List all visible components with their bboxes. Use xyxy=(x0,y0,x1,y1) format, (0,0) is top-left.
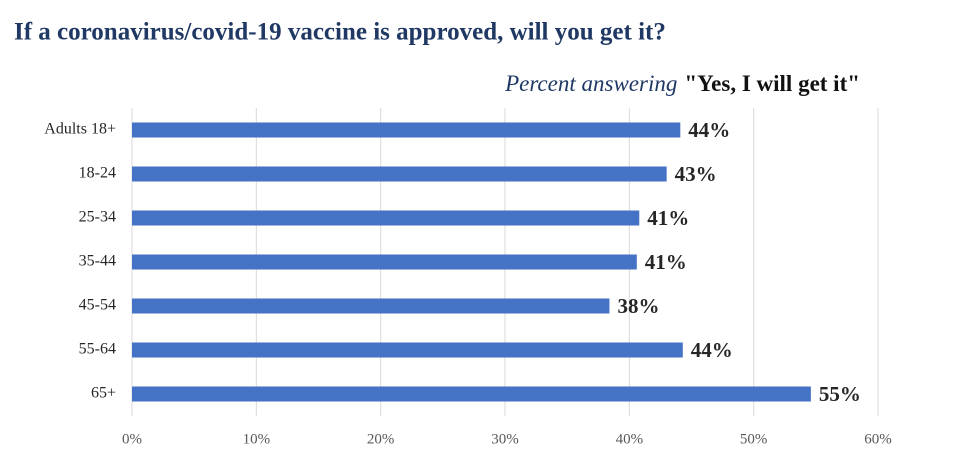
value-label: 43% xyxy=(675,162,717,186)
value-label: 41% xyxy=(647,206,689,230)
bar xyxy=(132,166,667,182)
bar xyxy=(132,254,637,270)
subtitle-part: Percent answering xyxy=(504,71,677,96)
y-tick-label: 45-54 xyxy=(79,297,116,314)
y-tick-label: 18-24 xyxy=(79,165,116,182)
value-label: 55% xyxy=(819,382,861,406)
x-tick-label: 60% xyxy=(864,431,892,447)
x-tick-label: 40% xyxy=(616,431,644,447)
y-tick-label: 65+ xyxy=(91,385,116,402)
value-label: 41% xyxy=(645,250,687,274)
bar xyxy=(132,386,811,402)
chart-subtitle: Percent answering "Yes, I will get it" xyxy=(504,71,860,96)
x-tick-label: 20% xyxy=(367,431,395,447)
bar xyxy=(132,342,683,358)
x-tick-label: 0% xyxy=(122,431,142,447)
subtitle-part: "Yes, I will get it" xyxy=(684,71,860,96)
y-tick-label: 35-44 xyxy=(79,253,116,270)
value-label: 44% xyxy=(688,118,730,142)
bar xyxy=(132,122,681,138)
value-label: 44% xyxy=(691,338,733,362)
y-tick-label: 25-34 xyxy=(79,209,116,226)
bar xyxy=(132,298,610,314)
x-tick-label: 50% xyxy=(740,431,768,447)
x-tick-label: 30% xyxy=(491,431,519,447)
value-label: 38% xyxy=(617,294,659,318)
chart-title: If a coronavirus/covid-19 vaccine is app… xyxy=(14,19,666,46)
x-tick-label: 10% xyxy=(243,431,271,447)
y-tick-label: 55-64 xyxy=(79,341,116,358)
bar xyxy=(132,210,640,226)
y-tick-label: Adults 18+ xyxy=(44,121,116,138)
